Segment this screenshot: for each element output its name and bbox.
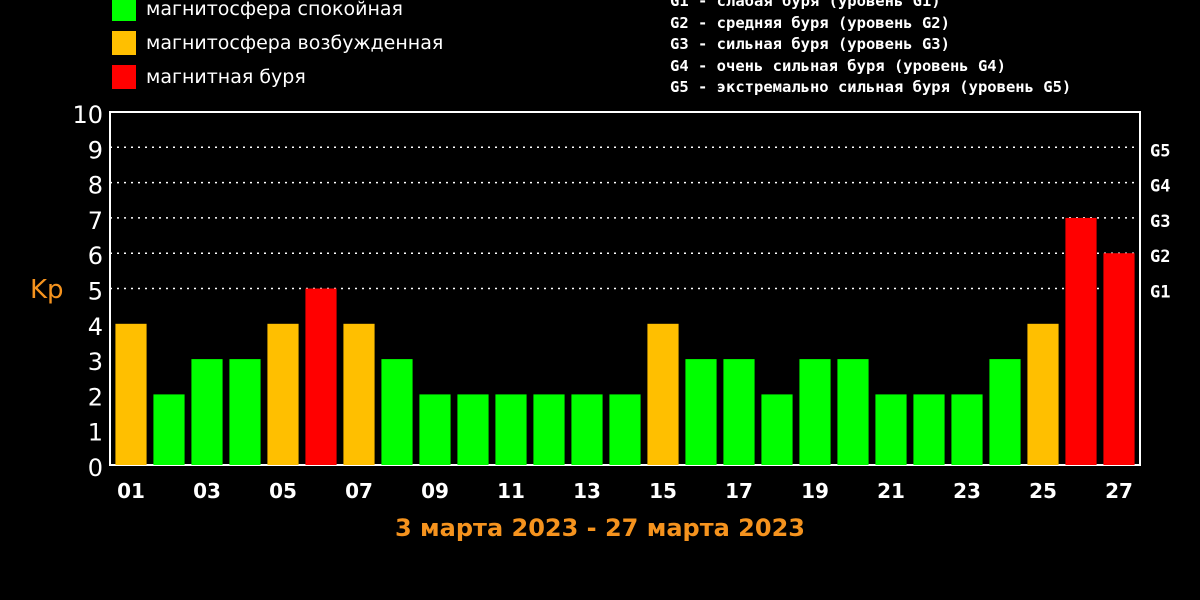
- bar-27: [1103, 253, 1135, 465]
- g-level-label: G3: [1150, 212, 1170, 232]
- y-tick-label: 9: [88, 136, 103, 164]
- y-tick-label: 8: [88, 172, 103, 200]
- bar-02: [153, 394, 185, 465]
- bar-13: [571, 394, 603, 465]
- x-tick-label: 07: [345, 479, 373, 503]
- bar-09: [419, 394, 451, 465]
- y-tick-label: 5: [88, 278, 103, 306]
- bar-15: [647, 323, 679, 465]
- bar-12: [533, 394, 565, 465]
- legend-item: магнитосфера спокойная: [112, 0, 443, 26]
- legend-item: магнитная буря: [112, 60, 443, 94]
- bar-03: [191, 359, 223, 465]
- y-axis-label: Kp: [30, 275, 64, 305]
- bar-14: [609, 394, 641, 465]
- bar-18: [761, 394, 793, 465]
- date-range-label: 3 марта 2023 - 27 марта 2023: [395, 514, 805, 542]
- legend-label: магнитосфера спокойная: [146, 0, 403, 20]
- bar-05: [267, 323, 299, 465]
- bar-07: [343, 323, 375, 465]
- y-tick-label: 10: [72, 101, 103, 129]
- x-tick-label: 21: [877, 479, 905, 503]
- y-tick-label: 0: [88, 454, 103, 482]
- legend-label: магнитная буря: [146, 66, 306, 88]
- x-tick-label: 03: [193, 479, 221, 503]
- x-tick-label: 17: [725, 479, 753, 503]
- g-legend-item: G1 - слабая буря (уровень G1): [670, 0, 941, 10]
- x-tick-label: 19: [801, 479, 829, 503]
- g-legend-item: G2 - средняя буря (уровень G2): [670, 13, 950, 32]
- legend-swatch: [112, 0, 136, 21]
- g-level-label: G5: [1150, 141, 1170, 161]
- legend-item: магнитосфера возбужденная: [112, 26, 443, 60]
- bar-04: [229, 359, 261, 465]
- g-legend-item: G3 - сильная буря (уровень G3): [670, 35, 950, 53]
- x-tick-label: 27: [1105, 479, 1133, 503]
- g-scale-legend: G1 - слабая буря (уровень G1) G2 - средня…: [670, 0, 1071, 99]
- x-tick-label: 09: [421, 479, 449, 503]
- bar-24: [989, 359, 1021, 465]
- x-tick-label: 25: [1029, 479, 1057, 503]
- bar-23: [951, 394, 983, 465]
- g-level-label: G1: [1150, 283, 1170, 303]
- g-level-label: G4: [1150, 177, 1170, 197]
- bar-26: [1065, 217, 1097, 465]
- g-legend-item: G4 - очень сильная буря (уровень G4): [670, 56, 1006, 75]
- bar-22: [913, 394, 945, 465]
- x-tick-label: 05: [269, 479, 297, 503]
- y-tick-label: 2: [88, 383, 103, 411]
- y-tick-label: 7: [88, 207, 103, 235]
- bar-25: [1027, 323, 1059, 465]
- bar-17: [723, 359, 755, 465]
- bar-06: [305, 288, 337, 465]
- x-tick-label: 11: [497, 479, 525, 503]
- color-legend: магнитосфера спокойная магнитосфера возбу…: [112, 0, 443, 94]
- x-tick-label: 01: [117, 479, 145, 503]
- y-tick-label: 6: [88, 242, 103, 270]
- legend-swatch: [112, 65, 136, 89]
- y-tick-label: 4: [88, 313, 103, 341]
- y-tick-label: 1: [88, 419, 103, 447]
- x-tick-label: 23: [953, 479, 981, 503]
- legend-swatch: [112, 31, 136, 55]
- bar-16: [685, 359, 717, 465]
- y-tick-label: 3: [88, 348, 103, 376]
- bar-11: [495, 394, 527, 465]
- bar-01: [115, 323, 147, 465]
- x-tick-label: 13: [573, 479, 601, 503]
- bar-10: [457, 394, 489, 465]
- legend-label: магнитосфера возбужденная: [146, 32, 444, 54]
- bar-08: [381, 359, 413, 465]
- bar-19: [799, 359, 831, 465]
- x-tick-label: 15: [649, 479, 677, 503]
- bar-21: [875, 394, 907, 465]
- bar-20: [837, 359, 869, 465]
- g-legend-item: G5 - экстремально сильная буря (уровень …: [670, 78, 1072, 96]
- g-level-label: G2: [1150, 247, 1170, 267]
